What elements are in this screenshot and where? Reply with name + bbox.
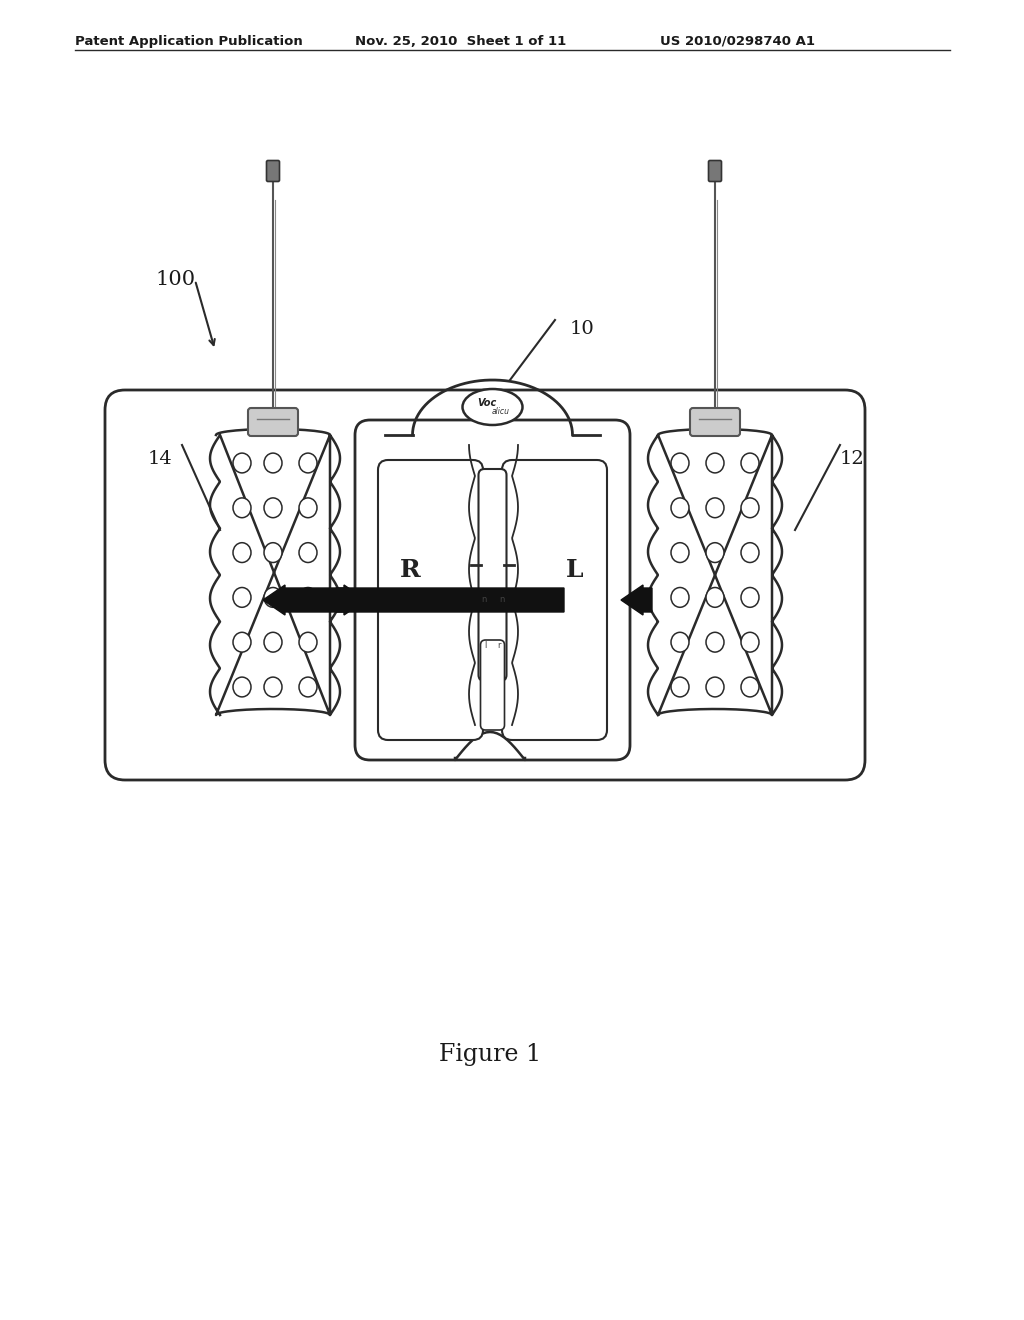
Polygon shape xyxy=(648,429,782,715)
Ellipse shape xyxy=(671,543,689,562)
Text: r: r xyxy=(498,640,502,649)
FancyArrow shape xyxy=(621,585,652,615)
Ellipse shape xyxy=(233,498,251,517)
FancyArrow shape xyxy=(263,585,564,615)
Ellipse shape xyxy=(264,498,282,517)
Ellipse shape xyxy=(299,632,317,652)
Text: 100: 100 xyxy=(155,271,196,289)
Ellipse shape xyxy=(741,498,759,517)
Text: alicu: alicu xyxy=(492,407,510,416)
Ellipse shape xyxy=(741,453,759,473)
Ellipse shape xyxy=(264,543,282,562)
Ellipse shape xyxy=(264,632,282,652)
Ellipse shape xyxy=(706,453,724,473)
FancyBboxPatch shape xyxy=(378,459,483,741)
Ellipse shape xyxy=(463,389,522,425)
Ellipse shape xyxy=(671,677,689,697)
Ellipse shape xyxy=(233,453,251,473)
Ellipse shape xyxy=(706,677,724,697)
Ellipse shape xyxy=(299,587,317,607)
Text: 10: 10 xyxy=(570,319,595,338)
Text: L: L xyxy=(566,558,584,582)
Ellipse shape xyxy=(671,632,689,652)
Ellipse shape xyxy=(671,498,689,517)
Text: Figure 1: Figure 1 xyxy=(439,1044,541,1067)
Ellipse shape xyxy=(671,453,689,473)
Ellipse shape xyxy=(299,543,317,562)
Ellipse shape xyxy=(706,543,724,562)
Ellipse shape xyxy=(233,587,251,607)
Ellipse shape xyxy=(741,632,759,652)
Text: US 2010/0298740 A1: US 2010/0298740 A1 xyxy=(660,36,815,48)
Ellipse shape xyxy=(741,677,759,697)
Ellipse shape xyxy=(299,677,317,697)
Text: l: l xyxy=(484,640,486,649)
Ellipse shape xyxy=(233,543,251,562)
Text: Patent Application Publication: Patent Application Publication xyxy=(75,36,303,48)
Text: 12: 12 xyxy=(840,450,864,469)
FancyBboxPatch shape xyxy=(266,161,280,181)
FancyBboxPatch shape xyxy=(480,640,505,730)
FancyBboxPatch shape xyxy=(105,389,865,780)
Text: Nov. 25, 2010  Sheet 1 of 11: Nov. 25, 2010 Sheet 1 of 11 xyxy=(355,36,566,48)
Ellipse shape xyxy=(233,632,251,652)
Ellipse shape xyxy=(299,498,317,517)
Ellipse shape xyxy=(264,587,282,607)
Ellipse shape xyxy=(233,677,251,697)
Text: 14: 14 xyxy=(148,450,173,469)
Text: n: n xyxy=(499,595,504,605)
Polygon shape xyxy=(210,429,340,715)
FancyBboxPatch shape xyxy=(478,469,507,681)
Ellipse shape xyxy=(671,587,689,607)
Text: R: R xyxy=(399,558,421,582)
Ellipse shape xyxy=(706,632,724,652)
Text: n: n xyxy=(481,595,486,605)
FancyBboxPatch shape xyxy=(355,420,630,760)
Ellipse shape xyxy=(264,677,282,697)
Ellipse shape xyxy=(299,453,317,473)
Text: Voc: Voc xyxy=(477,399,496,408)
FancyArrow shape xyxy=(336,585,366,615)
FancyBboxPatch shape xyxy=(248,408,298,436)
Ellipse shape xyxy=(741,543,759,562)
FancyBboxPatch shape xyxy=(709,161,722,181)
Ellipse shape xyxy=(706,587,724,607)
Ellipse shape xyxy=(741,587,759,607)
FancyBboxPatch shape xyxy=(690,408,740,436)
Ellipse shape xyxy=(264,453,282,473)
FancyBboxPatch shape xyxy=(502,459,607,741)
Ellipse shape xyxy=(706,498,724,517)
